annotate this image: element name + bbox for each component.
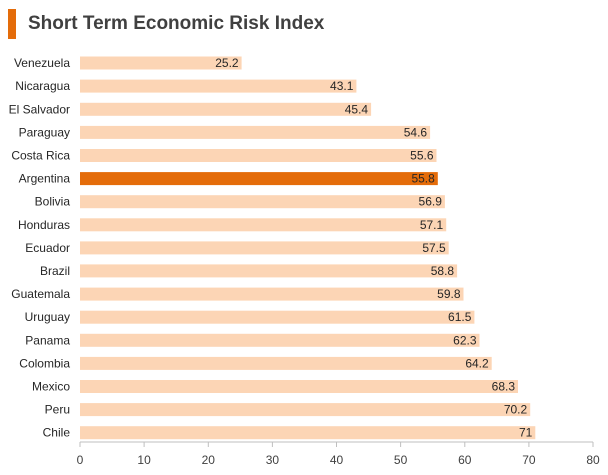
data-label: 25.2 [215,56,239,70]
category-label: Mexico [32,380,70,394]
data-label: 54.6 [404,125,428,139]
data-label: 55.6 [410,149,434,163]
category-label: Argentina [19,172,71,186]
category-label: Paraguay [19,125,70,139]
bar-venezuela [80,56,242,70]
bar-colombia [80,356,492,370]
x-tick-label: 70 [522,453,536,467]
category-label: Brazil [40,264,70,278]
category-label: Bolivia [35,195,71,209]
category-label: El Salvador [9,102,70,116]
bar-panama [80,333,480,347]
category-label: Chile [43,426,71,440]
category-label: Honduras [18,218,70,232]
bar-brazil [80,264,458,278]
bar-bolivia [80,195,445,209]
bar-paraguay [80,125,431,139]
category-label: Nicaragua [15,79,70,93]
x-tick-label: 80 [586,453,600,467]
chart-title: Short Term Economic Risk Index [28,13,325,34]
bar-honduras [80,218,447,232]
data-label: 55.8 [411,172,435,186]
category-label: Colombia [19,356,70,370]
data-label: 70.2 [504,403,528,417]
x-tick-label: 60 [458,453,472,467]
category-label: Ecuador [25,241,70,255]
bar-ecuador [80,241,449,255]
data-label: 62.3 [453,333,477,347]
title-accent-bar [8,9,16,39]
data-label: 57.1 [420,218,444,232]
category-label: Panama [25,333,70,347]
x-tick-label: 30 [266,453,280,467]
bar-chile [80,426,536,440]
data-label: 45.4 [345,102,369,116]
category-label: Venezuela [14,56,70,70]
category-label: Uruguay [25,310,70,324]
bar-peru [80,403,531,417]
bar-mexico [80,380,518,393]
data-label: 71 [519,426,533,440]
data-label: 64.2 [465,356,489,370]
x-tick-label: 50 [394,453,408,467]
bar-costa-rica [80,149,437,162]
data-label: 61.5 [448,310,472,324]
category-label: Costa Rica [11,149,70,163]
category-label: Guatemala [11,287,70,301]
data-label: 43.1 [330,79,354,93]
bar-guatemala [80,287,464,301]
data-label: 56.9 [419,195,443,209]
bar-el-salvador [80,102,372,116]
category-label: Peru [45,403,70,417]
x-tick-label: 0 [77,453,84,467]
x-tick-label: 40 [330,453,344,467]
data-label: 57.5 [422,241,446,255]
data-label: 58.8 [431,264,455,278]
bar-nicaragua [80,79,357,93]
chart-title-block: Short Term Economic Risk Index [8,8,324,40]
x-tick-label: 20 [202,453,216,467]
data-label: 68.3 [492,380,516,394]
data-label: 59.8 [437,287,461,301]
x-tick-label: 10 [137,453,151,467]
bar-argentina [80,172,438,186]
bar-uruguay [80,310,475,324]
